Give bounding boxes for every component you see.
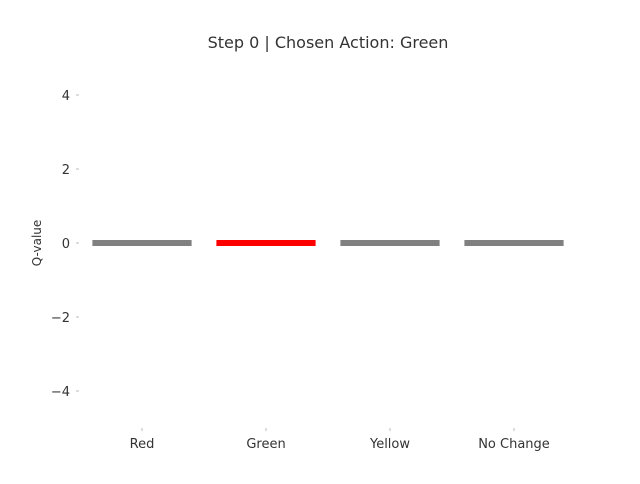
y-axis-label: Q-value — [30, 220, 44, 267]
x-tick-label: No Change — [478, 437, 550, 452]
x-tick-label: Red — [130, 437, 155, 452]
bars-group — [92, 240, 564, 246]
chart-title: Step 0 | Chosen Action: Green — [208, 33, 449, 52]
bar-red — [92, 240, 192, 246]
bar-no-change — [464, 240, 564, 246]
bar-green — [216, 240, 316, 246]
y-tick-label: 4 — [62, 89, 70, 104]
y-axis-ticks: −4 −2 0 2 4 — [51, 89, 79, 400]
y-tick-label: −4 — [51, 385, 70, 400]
x-axis-ticks: Red Green Yellow No Change — [130, 428, 550, 452]
bar-yellow — [340, 240, 440, 246]
x-tick-label: Yellow — [369, 437, 410, 452]
y-tick-label: 0 — [62, 237, 70, 252]
y-tick-label: 2 — [62, 163, 70, 178]
x-tick-label: Green — [246, 437, 285, 452]
y-tick-label: −2 — [51, 311, 70, 326]
